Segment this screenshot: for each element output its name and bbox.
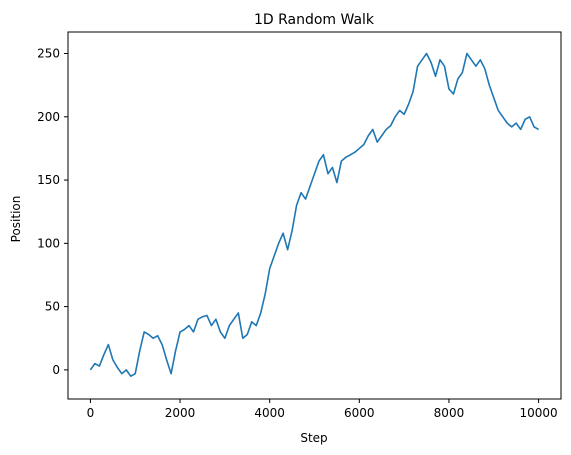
y-tick-label: 250 (37, 47, 60, 61)
plot-frame (67, 31, 562, 400)
y-axis-ticks: 0 50 100 150 200 250 (37, 47, 68, 377)
x-tick-label: 10000 (519, 406, 557, 420)
x-tick-label: 8000 (434, 406, 465, 420)
x-tick-label: 2000 (165, 406, 196, 420)
y-tick-label: 200 (37, 110, 60, 124)
y-tick-label: 150 (37, 173, 60, 187)
y-axis-label: Position (9, 196, 23, 243)
plot-area (89, 52, 539, 378)
random-walk-line (89, 52, 539, 378)
y-tick-label: 0 (52, 363, 60, 377)
x-axis-ticks: 0 2000 4000 6000 8000 10000 (87, 399, 558, 420)
y-tick-label: 50 (45, 300, 60, 314)
x-axis-label: Step (300, 431, 327, 445)
x-tick-label: 6000 (344, 406, 375, 420)
x-tick-label: 0 (87, 406, 95, 420)
y-tick-label: 100 (37, 236, 60, 250)
chart-title: 1D Random Walk (254, 12, 375, 28)
x-tick-label: 4000 (254, 406, 285, 420)
